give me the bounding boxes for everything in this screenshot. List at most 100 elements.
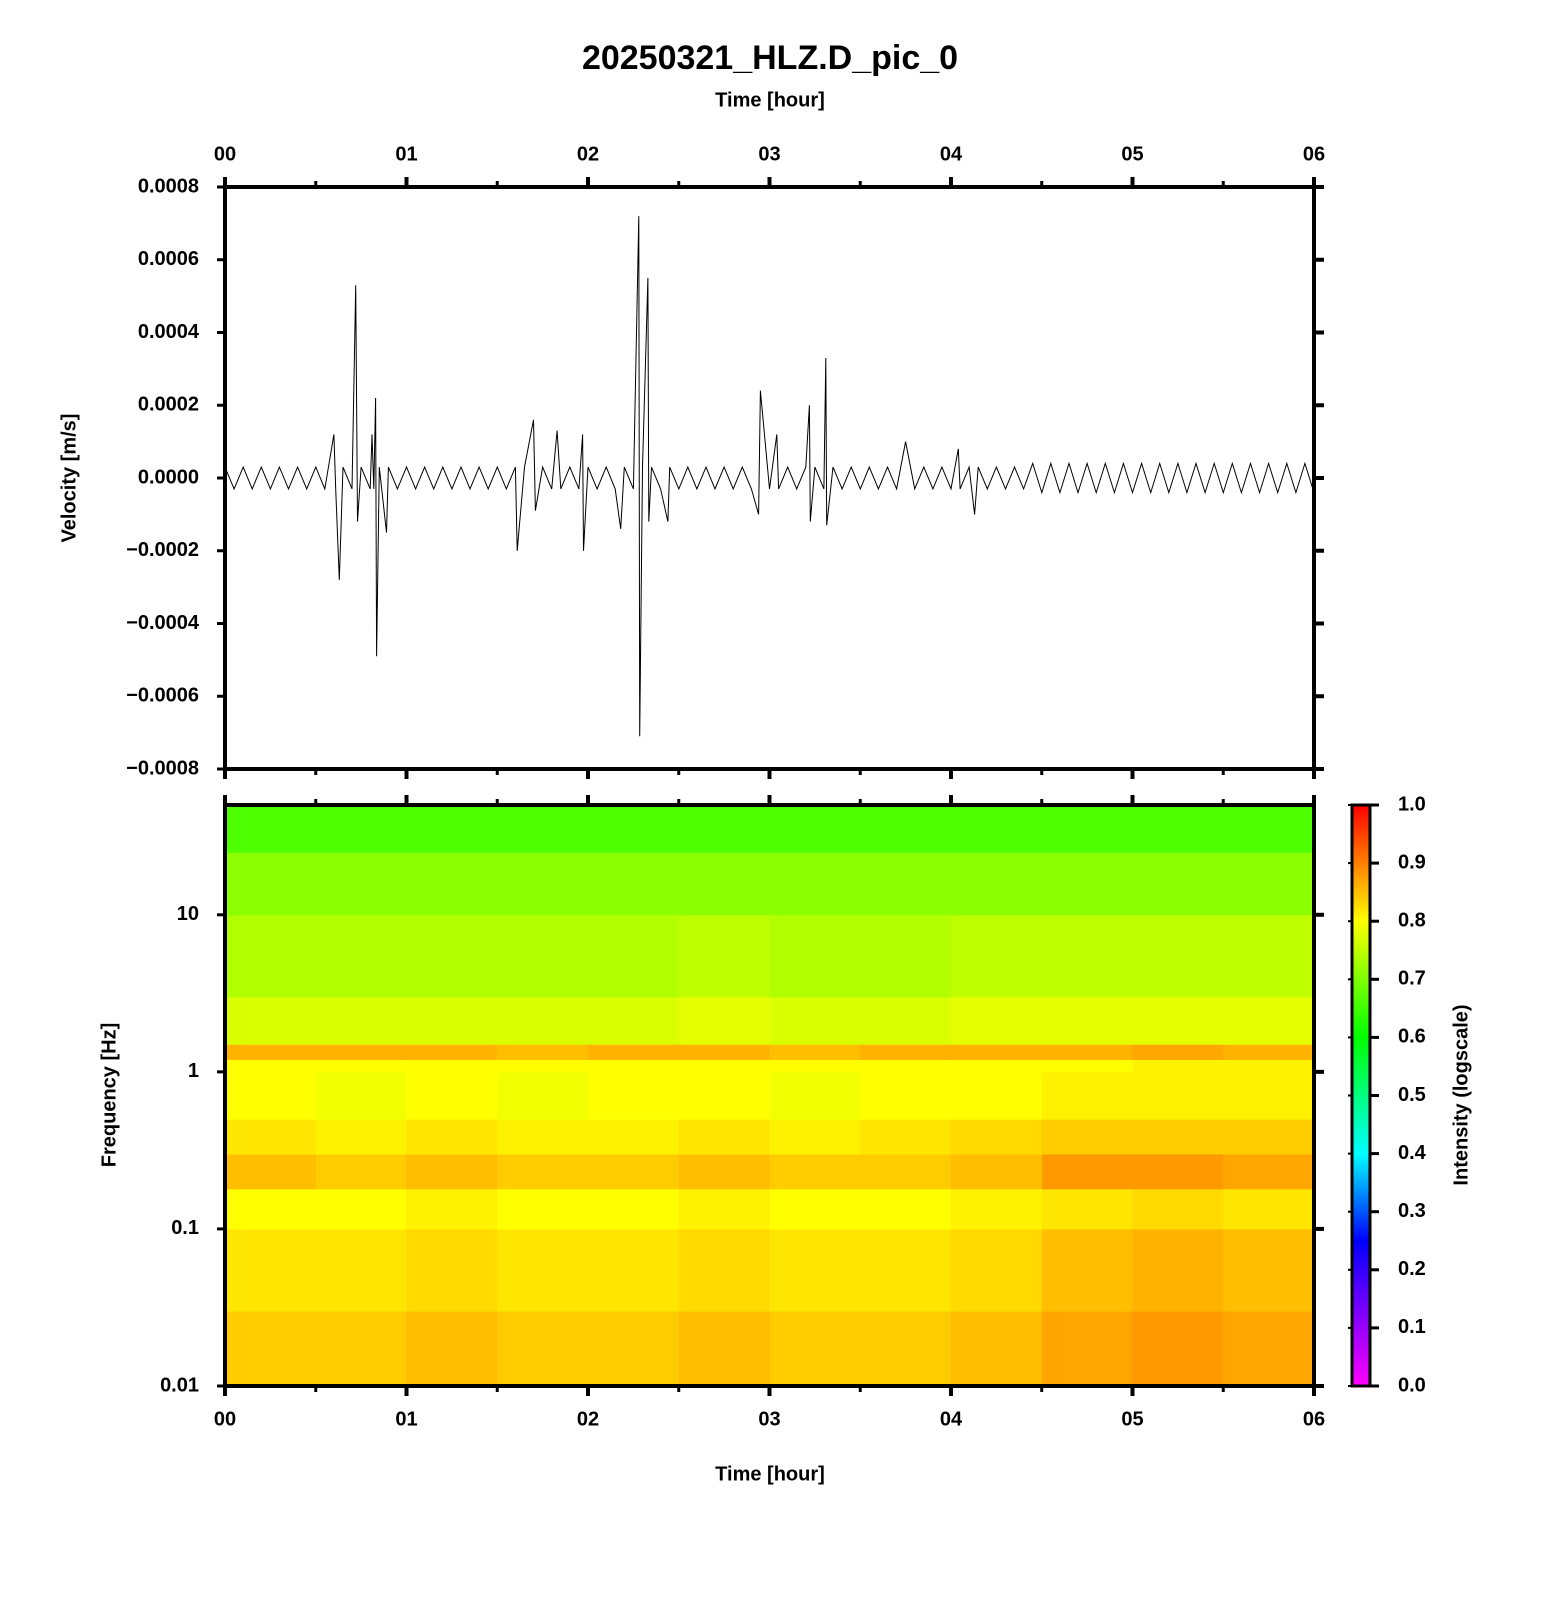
heatmap-cell <box>951 805 1043 853</box>
heatmap-cell <box>1041 852 1133 916</box>
heatmap-cell <box>1041 1119 1133 1155</box>
heatmap-cell <box>225 1311 317 1387</box>
heatmap-cell <box>678 1188 770 1230</box>
heatmap-cell <box>860 1059 952 1073</box>
heatmap-cell <box>1041 914 1133 998</box>
heatmap-cell <box>1041 1059 1133 1073</box>
x-tick-label: 04 <box>940 143 963 165</box>
heatmap-cell <box>497 996 589 1045</box>
colorbar-tick-label: 0.6 <box>1398 1026 1426 1048</box>
heatmap-cell <box>497 914 589 998</box>
colorbar-tick-label: 0.7 <box>1398 968 1426 990</box>
heatmap-cell <box>678 1311 770 1387</box>
heatmap-cell <box>769 1044 861 1060</box>
heatmap-cell <box>951 1071 1043 1120</box>
x-tick-label: 06 <box>1303 143 1325 165</box>
colorbar-tick-label: 0.3 <box>1398 1200 1426 1222</box>
heatmap-cell <box>1223 1228 1315 1312</box>
colorbar <box>1350 803 1372 1388</box>
heatmap-cell <box>860 1188 952 1230</box>
heatmap-cell <box>1223 852 1315 916</box>
heatmap-cell <box>497 805 589 853</box>
heatmap-cell <box>588 914 680 998</box>
y-tick-label: 0.1 <box>171 1217 199 1239</box>
heatmap-cell <box>497 1153 589 1190</box>
y-tick-label: 1 <box>188 1060 199 1082</box>
colorbar-tick-label: 0.2 <box>1398 1258 1426 1280</box>
heatmap-cell <box>1132 1228 1224 1312</box>
waveform <box>224 216 1315 737</box>
x-tick-label: 03 <box>758 1408 780 1430</box>
heatmap-cell <box>951 914 1043 998</box>
y-tick-label: 0.0006 <box>138 248 199 270</box>
heatmap-cell <box>1223 1188 1315 1230</box>
heatmap-cell <box>1132 805 1224 853</box>
heatmap-cell <box>1132 1044 1224 1060</box>
heatmap-cell <box>315 1228 407 1312</box>
heatmap-cell <box>951 1311 1043 1387</box>
heatmap-cell <box>225 996 317 1045</box>
heatmap-cell <box>588 1044 680 1060</box>
heatmap-cell <box>497 1059 589 1073</box>
heatmap-cell <box>678 1119 770 1155</box>
heatmap-cell <box>497 1228 589 1312</box>
heatmap-cell <box>678 914 770 998</box>
heatmap-cell <box>497 1071 589 1120</box>
x-tick-label: 06 <box>1303 1408 1325 1430</box>
y-tick-label: −0.0004 <box>126 612 200 634</box>
heatmap-cell <box>497 1119 589 1155</box>
heatmap-cell <box>588 1228 680 1312</box>
heatmap-cell <box>225 1059 317 1073</box>
x-tick-label: 02 <box>577 1408 599 1430</box>
heatmap-cell <box>860 1311 952 1387</box>
heatmap-cell <box>406 1119 498 1155</box>
heatmap-cell <box>406 1228 498 1312</box>
heatmap-cell <box>315 852 407 916</box>
heatmap-cell <box>588 1153 680 1190</box>
heatmap-cell <box>315 805 407 853</box>
heatmap-cell <box>588 1071 680 1120</box>
heatmap-cell <box>678 805 770 853</box>
heatmap-cell <box>860 1153 952 1190</box>
heatmap-cell <box>225 1044 317 1060</box>
heatmap-cell <box>588 1059 680 1073</box>
heatmap-cell <box>1132 914 1224 998</box>
heatmap-cell <box>1041 1311 1133 1387</box>
heatmap-cell <box>497 852 589 916</box>
heatmap-cell <box>225 1119 317 1155</box>
heatmap-cell <box>1223 1119 1315 1155</box>
heatmap-cell <box>860 914 952 998</box>
heatmap-cell <box>1132 1071 1224 1120</box>
y-tick-label: 10 <box>177 903 199 925</box>
heatmap-cell <box>860 1119 952 1155</box>
colorbar-tick-label: 0.9 <box>1398 851 1426 873</box>
y-tick-label: 0.0000 <box>138 466 199 488</box>
heatmap-cell <box>1041 996 1133 1045</box>
heatmap-cell <box>769 1071 861 1120</box>
heatmap-cell <box>1223 914 1315 998</box>
heatmap-cell <box>225 1153 317 1190</box>
heatmap-cell <box>951 1059 1043 1073</box>
colorbar-tick-label: 0.1 <box>1398 1316 1426 1338</box>
heatmap-cell <box>769 805 861 853</box>
y-tick-label: −0.0006 <box>126 685 199 707</box>
heatmap-cell <box>1041 1044 1133 1060</box>
colorbar-tick-label: 0.0 <box>1398 1374 1426 1396</box>
heatmap-cell <box>678 996 770 1045</box>
heatmap-cell <box>406 1071 498 1120</box>
heatmap-cell <box>588 1188 680 1230</box>
x-tick-label: 05 <box>1121 1408 1143 1430</box>
heatmap-cell <box>406 1044 498 1060</box>
heatmap-cell <box>588 805 680 853</box>
heatmap-cell <box>225 914 317 998</box>
heatmap-cell <box>1223 1153 1315 1190</box>
heatmap-cell <box>588 852 680 916</box>
heatmap-cell <box>225 1188 317 1230</box>
heatmap-cell <box>315 996 407 1045</box>
heatmap-cell <box>769 1119 861 1155</box>
heatmap-cell <box>315 1071 407 1120</box>
y-axis-label: Velocity [m/s] <box>58 414 80 543</box>
heatmap-cell <box>406 996 498 1045</box>
heatmap-cell <box>588 1119 680 1155</box>
